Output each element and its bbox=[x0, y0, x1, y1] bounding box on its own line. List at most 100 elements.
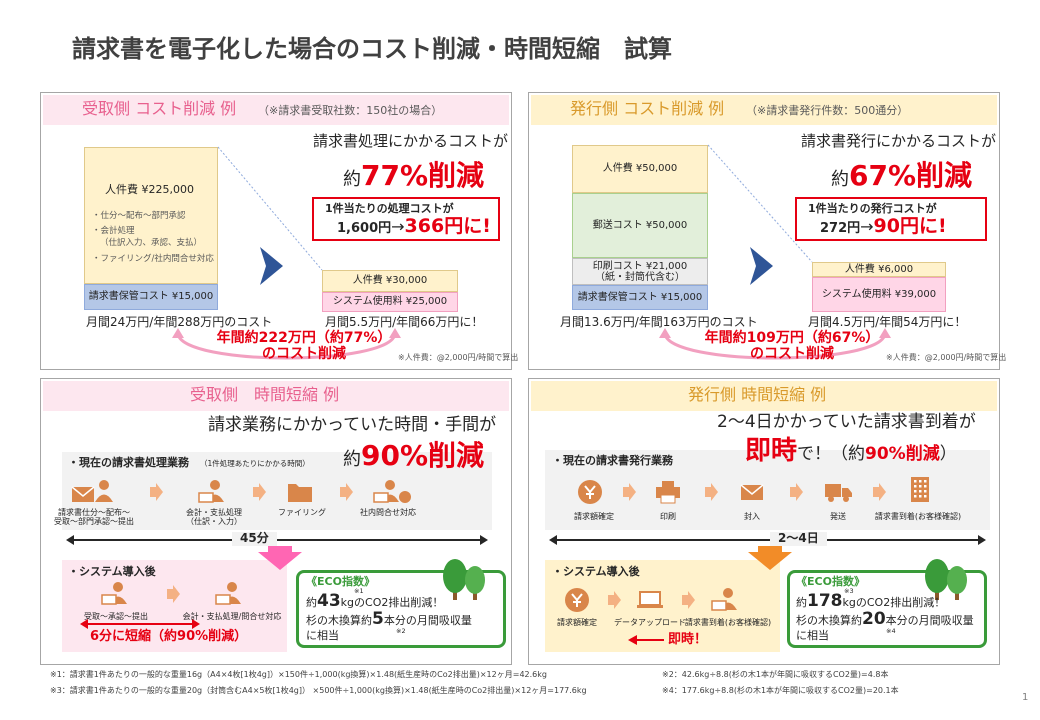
bar-item: （仕訳入力、承認、支払） bbox=[100, 238, 203, 248]
text: 20 bbox=[862, 609, 886, 629]
eco-line: 約 43 kgのCO2排出削減！ bbox=[306, 591, 443, 612]
arrow-head bbox=[66, 535, 74, 545]
icon bbox=[662, 481, 674, 487]
arrow-head bbox=[549, 535, 557, 545]
process-arrow bbox=[623, 483, 636, 501]
icon bbox=[399, 491, 411, 503]
icon bbox=[210, 480, 220, 490]
step-label: 請求書到着(お客様確認) bbox=[875, 512, 961, 521]
icon bbox=[919, 485, 922, 488]
icon bbox=[584, 485, 596, 499]
footnote: ※4：177.6kg÷8.8(杉の木1本が年間に吸収するCO2量)=20.1本 bbox=[662, 686, 899, 695]
text: 約 bbox=[306, 596, 317, 609]
step-label: 請求額確定 bbox=[557, 618, 597, 627]
step-label: 発送 bbox=[830, 512, 846, 521]
icon bbox=[95, 494, 113, 502]
icon bbox=[740, 484, 764, 495]
icon bbox=[924, 490, 927, 493]
process-arrow bbox=[705, 483, 718, 501]
eco-line: に相当 bbox=[796, 629, 829, 642]
tree bbox=[947, 566, 967, 594]
icon bbox=[842, 488, 852, 497]
icon bbox=[637, 605, 663, 608]
unit-change: 1,600円 → 366円に! bbox=[337, 215, 491, 238]
down-arrow bbox=[258, 546, 302, 570]
tree bbox=[935, 588, 939, 600]
total: 月間24万円/年間288万円のコスト bbox=[86, 315, 273, 329]
text: 杉の木換算約 bbox=[796, 614, 862, 627]
arrow-head bbox=[80, 619, 88, 629]
panel-header bbox=[43, 381, 509, 411]
text: で！（約 bbox=[797, 444, 866, 464]
process-label: ・システム導入後 bbox=[68, 565, 156, 578]
icon bbox=[99, 480, 109, 490]
icon bbox=[385, 480, 395, 490]
icon bbox=[101, 594, 117, 605]
panel-heading: 受取側 コスト削減 例 bbox=[82, 99, 237, 118]
footnote: ※人件費：@2,000円/時間で算出 bbox=[398, 353, 519, 362]
bar-label: 印刷コスト ¥21,000 （紙・封筒代含む） bbox=[593, 261, 688, 283]
tree bbox=[473, 590, 477, 600]
process-label: ・システム導入後 bbox=[552, 565, 640, 578]
eco-line: に相当 bbox=[306, 629, 339, 642]
eco-title: 《ECO指数》 bbox=[796, 575, 865, 588]
bar: 請求書保管コスト ¥15,000 bbox=[84, 284, 218, 310]
process-label: ・現在の請求書処理業務 bbox=[68, 456, 189, 469]
icon bbox=[215, 594, 231, 605]
text-line: 受取～承認～提出 bbox=[84, 612, 148, 621]
text: 1,600円 bbox=[337, 221, 392, 236]
footnote: ※3：請求書1件あたりの一般的な重量20g（封筒含むA4×5枚[1枚4g]） ×… bbox=[50, 686, 587, 695]
bar: システム使用料 ¥39,000 bbox=[812, 277, 946, 312]
unit-box bbox=[795, 197, 987, 241]
bar-item: ・ファイリング/社内問合せ対応 bbox=[92, 254, 214, 264]
icon bbox=[828, 496, 834, 502]
icon bbox=[914, 480, 917, 483]
icon bbox=[227, 582, 237, 592]
step-label: 請求額確定 bbox=[574, 512, 614, 521]
text: 本分の月間吸収量 bbox=[383, 614, 472, 627]
text: 43 bbox=[317, 591, 341, 611]
panel-heading: 発行側 コスト削減 例 bbox=[570, 99, 725, 118]
icon bbox=[571, 593, 583, 607]
eco-ref: ※1 bbox=[354, 587, 364, 595]
process-arrow bbox=[608, 591, 621, 609]
chevron bbox=[750, 247, 773, 285]
text: 178 bbox=[807, 591, 843, 611]
process-arrow bbox=[167, 585, 180, 603]
panel-note: （※請求書受取社数：150社の場合） bbox=[258, 104, 443, 117]
icon bbox=[843, 496, 849, 502]
result: 約 77%削減 bbox=[343, 159, 484, 192]
text-line: 請求書仕分～配布～ bbox=[58, 508, 130, 517]
panel-note: （※請求書発行件数：500通分） bbox=[746, 104, 909, 117]
arrow-head bbox=[628, 635, 637, 645]
text: 杉の木換算約 bbox=[306, 614, 372, 627]
panel-header bbox=[531, 381, 997, 411]
process-note: （1件処理あたりにかかる時間） bbox=[200, 459, 310, 468]
guide-line bbox=[707, 144, 813, 263]
tree bbox=[465, 566, 485, 594]
footnote: ※人件費：@2,000円/時間で算出 bbox=[886, 353, 1007, 362]
icon bbox=[723, 588, 733, 598]
text: 90円に! bbox=[873, 215, 947, 237]
text: ） bbox=[939, 444, 957, 464]
eco-title: 《ECO指数》 bbox=[306, 575, 375, 588]
footnote: ※1：請求書1件あたりの一般的な重量16g（A4×4枚[1枚4g]）×150件÷… bbox=[50, 670, 547, 679]
arrow-head bbox=[480, 535, 488, 545]
text: 約 bbox=[831, 169, 849, 190]
bar: 人件費 ¥6,000 bbox=[812, 262, 946, 277]
text: 本分の月間吸収量 bbox=[885, 614, 974, 627]
footnote: ※2：42.6kg÷8.8(杉の木1本が年間に吸収するCO2量)=4.8本 bbox=[662, 670, 889, 679]
panel bbox=[528, 378, 1000, 665]
bar: 郵送コスト ¥50,000 bbox=[572, 193, 708, 258]
total: 月間13.6万円/年間163万円のコスト bbox=[560, 315, 758, 329]
text: 366円に! bbox=[404, 215, 491, 237]
step-label: データアップロード bbox=[614, 618, 686, 627]
text-line: 発送 bbox=[830, 512, 846, 521]
lead: 請求業務にかかっていた時間・手間が bbox=[208, 415, 497, 435]
text-line: のコスト削減 bbox=[749, 346, 834, 363]
text: 272円 bbox=[820, 221, 861, 236]
icon bbox=[198, 492, 214, 503]
lead: 請求書処理にかかるコストが bbox=[313, 132, 509, 150]
text-line: 受取～部門承認～提出 bbox=[54, 517, 134, 527]
